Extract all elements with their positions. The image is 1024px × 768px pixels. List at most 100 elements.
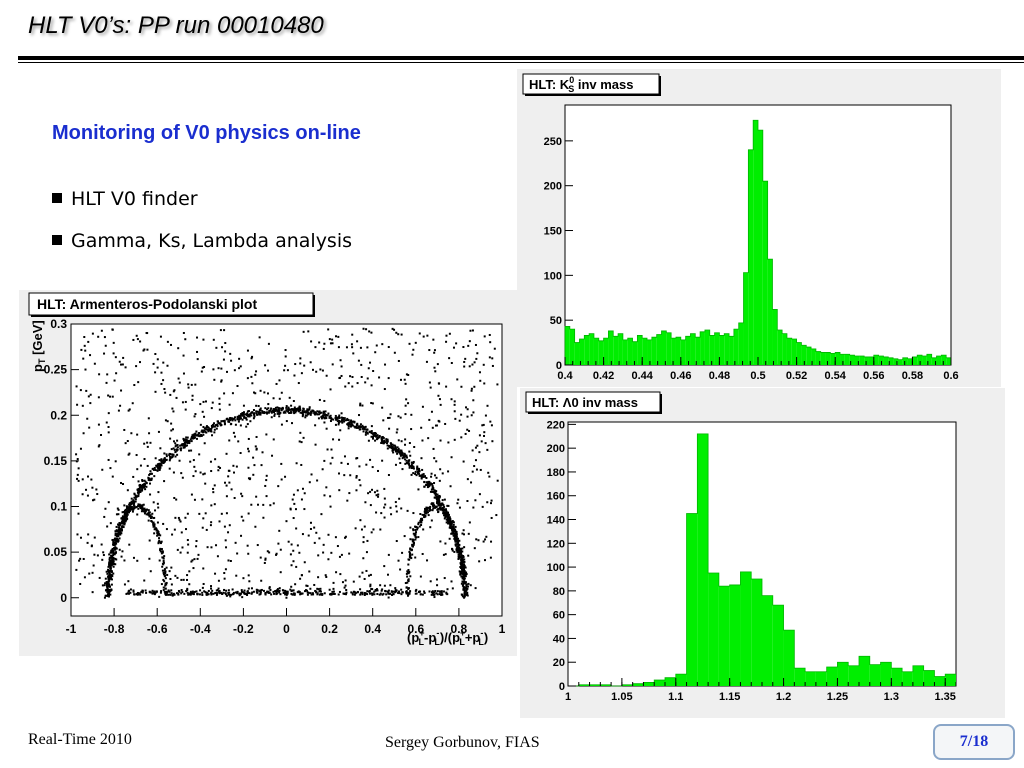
scatter-point [138, 484, 141, 487]
scatter-point [246, 423, 249, 426]
scatter-point [163, 459, 166, 462]
scatter-point [106, 584, 109, 587]
k0s-mass-bar [680, 339, 686, 365]
scatter-point [405, 590, 408, 593]
scatter-point [137, 480, 140, 483]
scatter-point [187, 439, 190, 442]
scatter-point [453, 528, 456, 531]
scatter-point [361, 424, 364, 427]
scatter-point [408, 570, 411, 573]
k0s-mass-bar [565, 326, 570, 365]
k0s-mass-bar [868, 356, 874, 365]
scatter-point [265, 479, 268, 482]
page-number-badge: 7/18 [933, 724, 1015, 760]
scatter-point [201, 366, 204, 369]
scatter-point [124, 520, 127, 523]
scatter-point [278, 529, 281, 532]
scatter-point [153, 528, 156, 531]
scatter-point [242, 404, 245, 407]
scatter-point [313, 583, 316, 586]
scatter-point [128, 452, 131, 455]
scatter-point [139, 340, 142, 343]
scatter-point [206, 428, 209, 431]
scatter-point [418, 469, 421, 472]
scatter-point [298, 405, 301, 408]
scatter-point [267, 407, 270, 410]
scatter-point [266, 408, 269, 411]
scatter-point [255, 435, 258, 438]
scatter-point [400, 588, 403, 591]
scatter-point [193, 558, 196, 561]
svg-text:(p+L-p-L)/(p+L+p-L): (p+ L-p-L)/(p+ L+p-L) [407, 628, 488, 647]
k0s-mass-bar [743, 272, 749, 365]
scatter-point [131, 402, 134, 405]
scatter-point [168, 452, 171, 455]
y-tick-label: 0.25 [44, 363, 68, 377]
scatter-point [165, 591, 168, 594]
scatter-point [389, 442, 392, 445]
scatter-point [466, 478, 469, 481]
scatter-point [141, 504, 144, 507]
scatter-point [180, 578, 183, 581]
scatter-point [228, 439, 231, 442]
scatter-point [447, 441, 450, 444]
scatter-point [387, 474, 390, 477]
scatter-point [448, 522, 451, 525]
scatter-point [149, 514, 152, 517]
scatter-point [210, 587, 213, 590]
scatter-point [387, 346, 390, 349]
scatter-point [156, 521, 159, 524]
scatter-point [141, 485, 144, 488]
scatter-point [483, 382, 486, 385]
scatter-point [462, 572, 465, 575]
scatter-point [108, 561, 111, 564]
scatter-point [282, 411, 285, 414]
scatter-point [129, 591, 132, 594]
scatter-point [107, 565, 110, 568]
scatter-point [340, 553, 343, 556]
scatter-point [182, 331, 185, 334]
scatter-point [390, 590, 393, 593]
scatter-point [142, 349, 145, 352]
scatter-point [374, 431, 377, 434]
scatter-point [187, 386, 190, 389]
scatter-point [142, 508, 145, 511]
scatter-point [224, 350, 227, 353]
scatter-point [461, 572, 464, 575]
scatter-point [459, 552, 462, 555]
scatter-point [361, 593, 364, 596]
scatter-point [164, 592, 167, 595]
scatter-point [319, 590, 322, 593]
scatter-point [138, 487, 141, 490]
scatter-point [97, 423, 100, 426]
scatter-point [185, 436, 188, 439]
scatter-point [336, 420, 339, 423]
scatter-point [109, 574, 112, 577]
scatter-point [410, 473, 413, 476]
k0s-mass-bar [613, 336, 619, 365]
scatter-point [280, 478, 283, 481]
scatter-point [359, 484, 362, 487]
scatter-point [350, 419, 353, 422]
scatter-point [467, 554, 470, 557]
scatter-point [457, 550, 460, 553]
scatter-point [324, 574, 327, 577]
scatter-point [239, 365, 242, 368]
scatter-point [217, 469, 220, 472]
scatter-point [491, 357, 494, 360]
scatter-point [232, 431, 235, 434]
scatter-point [436, 363, 439, 366]
scatter-point [309, 592, 312, 595]
k0s-mass-bar [656, 334, 662, 365]
scatter-point [216, 555, 219, 558]
scatter-point [322, 347, 325, 350]
scatter-point [293, 374, 296, 377]
scatter-point [334, 423, 337, 426]
scatter-point [430, 483, 433, 486]
scatter-point [173, 448, 176, 451]
scatter-point [198, 512, 201, 515]
scatter-point [406, 575, 409, 578]
scatter-point [436, 498, 439, 501]
footer-conference: Real-Time 2010 [28, 731, 132, 748]
scatter-point [106, 525, 109, 528]
